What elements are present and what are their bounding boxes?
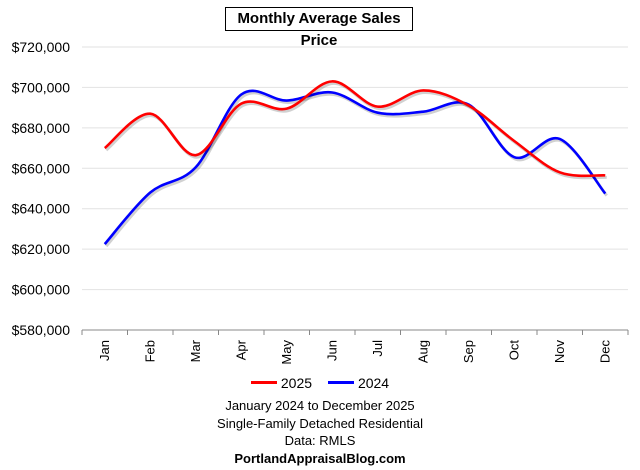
x-tick-label: Jul (370, 340, 385, 357)
legend-item-2025: 2025 (250, 374, 313, 391)
legend-label-2025: 2025 (280, 374, 313, 391)
series-shadow-2024 (105, 91, 608, 248)
legend-swatch-2025 (250, 381, 277, 384)
legend-label-2024: 2024 (357, 374, 390, 391)
x-tick-label: Oct (506, 340, 521, 361)
y-tick-label: $620,000 (12, 241, 71, 257)
footer-property-type: Single-Family Detached Residential (217, 416, 423, 431)
series-line-2024 (103, 89, 607, 245)
x-tick-label: Jun (324, 340, 339, 361)
x-tick-label: Apr (233, 339, 248, 360)
y-tick-label: $640,000 (12, 201, 71, 217)
footer-website: PortlandAppraisalBlog.com (234, 451, 406, 466)
legend-swatch-2024 (327, 381, 354, 384)
x-tick-label: Jan (97, 340, 112, 361)
series-shadow-2025 (105, 81, 607, 180)
y-tick-label: $600,000 (12, 282, 71, 298)
y-tick-label: $660,000 (12, 160, 71, 176)
x-tick-label: Mar (188, 339, 203, 362)
x-tick-label: May (279, 340, 294, 365)
x-tick-label: Nov (552, 340, 567, 364)
footer-data-source: Data: RMLS (284, 433, 356, 448)
x-tick-label: Aug (415, 340, 430, 363)
y-tick-label: $580,000 (12, 322, 71, 338)
chart-title: Monthly Average Sales Price (225, 7, 413, 49)
footer-date-range: January 2024 to December 2025 (225, 398, 415, 413)
legend: 2025 2024 (0, 371, 640, 391)
y-tick-label: $700,000 (12, 79, 71, 95)
legend-item-2024: 2024 (327, 374, 390, 391)
x-tick-label: Sep (461, 340, 476, 363)
x-tick-label: Dec (597, 340, 612, 364)
series-line-2025 (103, 80, 606, 178)
y-tick-label: $680,000 (12, 120, 71, 136)
x-tick-label: Feb (142, 340, 157, 362)
y-tick-label: $720,000 (12, 39, 71, 55)
